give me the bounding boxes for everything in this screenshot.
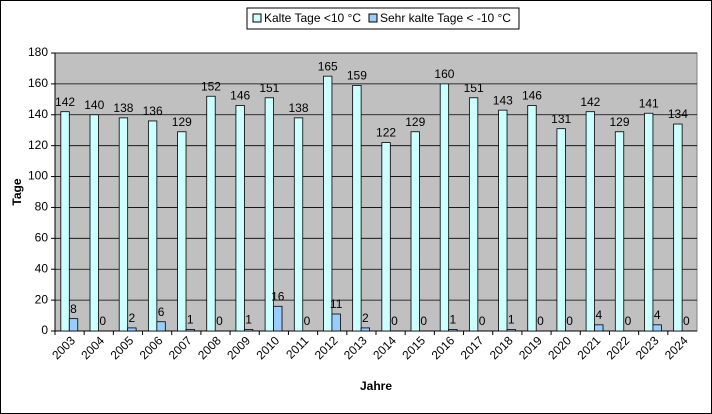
- data-label: 1: [508, 313, 515, 327]
- bar: [68, 318, 79, 332]
- data-label: 134: [668, 107, 688, 121]
- data-label: 0: [537, 314, 544, 328]
- data-label: 0: [566, 314, 573, 328]
- bar: [264, 97, 274, 332]
- data-label: 138: [113, 101, 133, 115]
- bar: [293, 117, 304, 332]
- data-label: 151: [464, 81, 484, 95]
- data-label: 146: [522, 89, 542, 103]
- data-label: 141: [639, 96, 659, 110]
- data-label: 16: [271, 289, 285, 303]
- data-label: 1: [187, 313, 194, 327]
- bar: [448, 329, 458, 332]
- data-label: 0: [625, 314, 632, 328]
- bar: [177, 131, 187, 332]
- bar: [527, 105, 537, 332]
- bar: [498, 109, 508, 332]
- data-label: 143: [493, 93, 513, 107]
- legend-label: Kalte Tage <10 °C: [264, 11, 361, 25]
- bar: [585, 111, 595, 332]
- bar: [235, 105, 245, 332]
- legend-box: [246, 7, 520, 30]
- data-label: 0: [479, 314, 486, 328]
- bar: [185, 329, 195, 332]
- data-label: 136: [143, 104, 163, 118]
- bar: [614, 131, 625, 332]
- data-label: 4: [654, 308, 661, 322]
- bar: [410, 131, 420, 332]
- data-label: 1: [245, 313, 252, 327]
- data-label: 1: [450, 313, 457, 327]
- data-label: 0: [683, 314, 690, 328]
- data-label: 151: [259, 81, 279, 95]
- data-label: 165: [318, 59, 338, 73]
- data-label: 0: [420, 314, 427, 328]
- x-axis-label: Jahre: [360, 379, 392, 393]
- data-label: 146: [230, 89, 250, 103]
- bar: [331, 313, 341, 332]
- data-label: 122: [376, 126, 396, 140]
- bar: [360, 327, 370, 332]
- data-label: 129: [610, 115, 630, 129]
- bar: [206, 95, 216, 332]
- bar: [60, 111, 70, 332]
- bar: [381, 142, 391, 332]
- bar: [556, 128, 566, 332]
- data-label: 0: [391, 314, 398, 328]
- data-label: 0: [216, 314, 223, 328]
- legend-label: Sehr kalte Tage < -10 °C: [380, 11, 511, 25]
- bar: [594, 324, 604, 332]
- y-tick-label: 40: [35, 261, 49, 275]
- y-axis-label: Tage: [10, 178, 24, 205]
- data-label: 8: [70, 302, 77, 316]
- bar: [439, 83, 450, 332]
- data-label: 160: [434, 67, 454, 81]
- bar: [118, 117, 129, 332]
- data-label: 2: [129, 311, 136, 325]
- data-label: 6: [158, 305, 165, 319]
- bar: [673, 123, 683, 332]
- data-label: 138: [289, 101, 309, 115]
- bar: [506, 329, 516, 332]
- bar: [468, 97, 479, 332]
- data-label: 4: [595, 308, 602, 322]
- bar: [323, 75, 333, 332]
- bar: [273, 305, 283, 332]
- data-label: 142: [580, 95, 600, 109]
- bar: [127, 327, 137, 332]
- data-label: 11: [330, 297, 343, 311]
- data-label: 131: [551, 112, 571, 126]
- y-tick-label: 80: [35, 200, 49, 214]
- bar: [156, 321, 166, 332]
- y-tick-label: 180: [28, 45, 48, 59]
- bar: [644, 112, 654, 332]
- y-tick-label: 120: [28, 138, 48, 152]
- y-tick-label: 60: [35, 231, 49, 245]
- bar: [352, 85, 362, 332]
- y-tick-label: 20: [35, 292, 49, 306]
- bar: [89, 114, 99, 332]
- y-tick-label: 100: [28, 169, 48, 183]
- bar: [243, 329, 254, 332]
- legend: Kalte Tage <10 °C Sehr kalte Tage < -10 °…: [246, 7, 520, 30]
- legend-swatch: [252, 13, 262, 23]
- data-label: 159: [347, 69, 367, 83]
- data-label: 129: [172, 115, 192, 129]
- data-label: 2: [362, 311, 369, 325]
- y-tick-label: 0: [41, 323, 48, 337]
- data-label: 152: [201, 79, 221, 93]
- y-tick-label: 140: [28, 107, 48, 121]
- y-tick-label: 160: [28, 76, 48, 90]
- data-label: 0: [99, 314, 106, 328]
- data-label: 129: [405, 115, 425, 129]
- data-label: 140: [84, 98, 104, 112]
- bar: [652, 324, 662, 332]
- data-label: 0: [304, 314, 311, 328]
- bar: [147, 120, 158, 332]
- data-label: 142: [55, 95, 75, 109]
- legend-swatch: [368, 13, 378, 23]
